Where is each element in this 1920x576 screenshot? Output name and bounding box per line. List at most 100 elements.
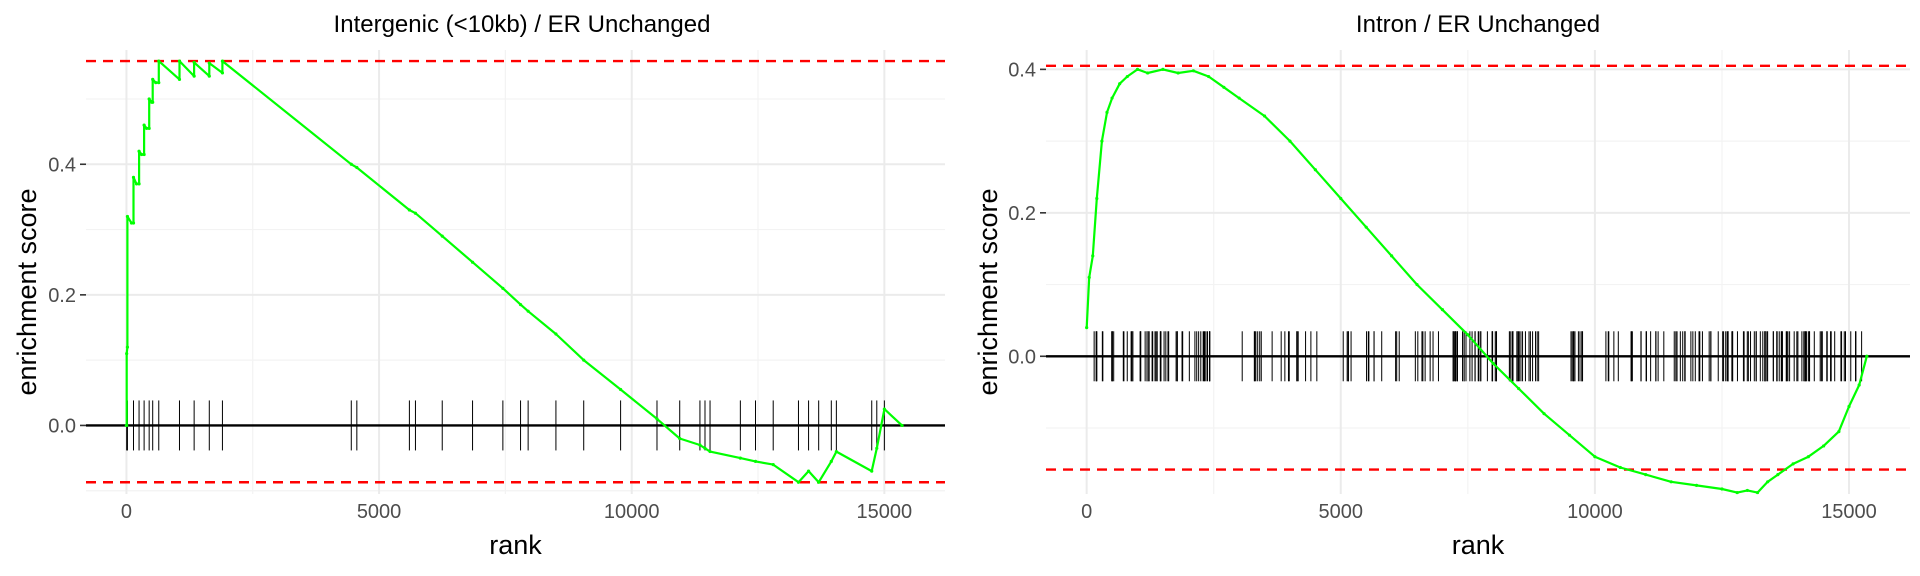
- data-point: [151, 77, 155, 81]
- data-point: [125, 214, 130, 219]
- data-point: [1339, 196, 1343, 201]
- data-point: [137, 182, 141, 186]
- data-point: [582, 358, 586, 362]
- data-point: [882, 407, 886, 411]
- data-point: [1095, 196, 1099, 201]
- y-tick-label: 0.4: [48, 154, 76, 176]
- data-point: [131, 175, 136, 179]
- data-point: [708, 449, 712, 454]
- data-point: [407, 208, 411, 212]
- data-point: [806, 469, 811, 473]
- data-point: [1110, 96, 1114, 100]
- data-point: [1776, 473, 1780, 477]
- data-point: [1491, 361, 1495, 366]
- y-tick-label: 0.4: [1008, 59, 1036, 81]
- panel-intergenic: 0.0 0.2 0.4 0 5000 10000 15000 Intergenic (<10k…: [12, 11, 945, 560]
- y-axis-label: enrichment score: [973, 188, 1003, 395]
- data-point: [1440, 308, 1445, 312]
- data-point: [1415, 282, 1419, 287]
- enrichment-line: [1085, 68, 1868, 494]
- data-point: [526, 309, 530, 313]
- data-point: [220, 71, 225, 75]
- data-point: [678, 436, 682, 441]
- y-tick-label: 0.2: [48, 285, 76, 307]
- data-point: [817, 480, 821, 484]
- data-point: [192, 74, 196, 78]
- data-point: [1262, 114, 1267, 118]
- data-point: [349, 162, 353, 166]
- data-point: [1720, 487, 1724, 491]
- data-point: [1125, 74, 1129, 79]
- data-point: [134, 182, 139, 186]
- data-point: [655, 417, 659, 421]
- data-point: [151, 100, 155, 104]
- data-point: [619, 387, 623, 392]
- data-point: [1313, 168, 1317, 172]
- data-point: [125, 423, 129, 428]
- x-axis-label: rank: [489, 530, 542, 560]
- data-point: [1087, 275, 1091, 279]
- data-point: [796, 480, 801, 484]
- data-point: [192, 60, 196, 65]
- data-point: [1146, 71, 1150, 75]
- y-tick-label: 0.0: [48, 415, 76, 437]
- enrichment-line: [125, 59, 903, 484]
- data-point: [1207, 74, 1211, 79]
- data-point: [1766, 480, 1770, 484]
- data-point: [1791, 462, 1795, 466]
- data-point: [1822, 444, 1826, 448]
- data-point: [1085, 325, 1089, 330]
- data-point: [1100, 139, 1104, 143]
- data-point: [154, 81, 158, 85]
- data-point: [829, 459, 833, 463]
- data-point: [554, 332, 558, 336]
- data-point: [1567, 433, 1572, 437]
- data-point: [440, 234, 444, 238]
- data-point: [1847, 404, 1851, 409]
- data-point: [501, 286, 505, 290]
- data-point: [177, 59, 182, 63]
- data-point: [875, 446, 879, 450]
- x-tick-label: 10000: [604, 501, 660, 523]
- y-tick-label: 0.2: [1008, 203, 1036, 225]
- data-point: [1191, 69, 1195, 73]
- data-point: [1091, 254, 1095, 258]
- data-point: [870, 469, 874, 473]
- data-point: [413, 211, 418, 215]
- data-point: [1755, 490, 1760, 495]
- data-point: [900, 423, 904, 428]
- data-point: [753, 459, 758, 463]
- data-point: [147, 97, 151, 101]
- data-point: [771, 463, 775, 467]
- data-point: [1161, 67, 1165, 71]
- data-point: [834, 449, 838, 454]
- data-point: [125, 352, 129, 356]
- y-tick-label: 0.0: [1008, 346, 1036, 368]
- x-tick-label: 5000: [357, 501, 402, 523]
- data-point: [470, 260, 475, 264]
- data-point: [518, 303, 523, 307]
- data-point: [157, 59, 161, 63]
- panel-intron: 0.0 0.2 0.4 0 5000 10000 15000 Intron / ER Unch…: [973, 11, 1910, 560]
- data-point: [207, 74, 211, 78]
- data-point: [1806, 455, 1810, 459]
- data-point: [147, 126, 151, 130]
- data-point: [1390, 254, 1394, 258]
- x-tick-label: 0: [1081, 501, 1092, 523]
- data-point: [1222, 85, 1226, 89]
- data-point: [1735, 490, 1739, 495]
- data-point: [1517, 386, 1521, 391]
- data-point: [1865, 354, 1869, 358]
- data-point: [1466, 333, 1470, 337]
- data-point: [1135, 67, 1140, 71]
- x-tick-label: 15000: [857, 501, 913, 523]
- data-point: [1237, 96, 1241, 100]
- data-point: [157, 81, 161, 85]
- data-point: [1364, 225, 1368, 229]
- data-point: [1644, 473, 1648, 477]
- data-point: [125, 345, 130, 349]
- data-point: [142, 123, 146, 127]
- data-point: [1542, 412, 1546, 416]
- x-axis-label: rank: [1452, 530, 1505, 560]
